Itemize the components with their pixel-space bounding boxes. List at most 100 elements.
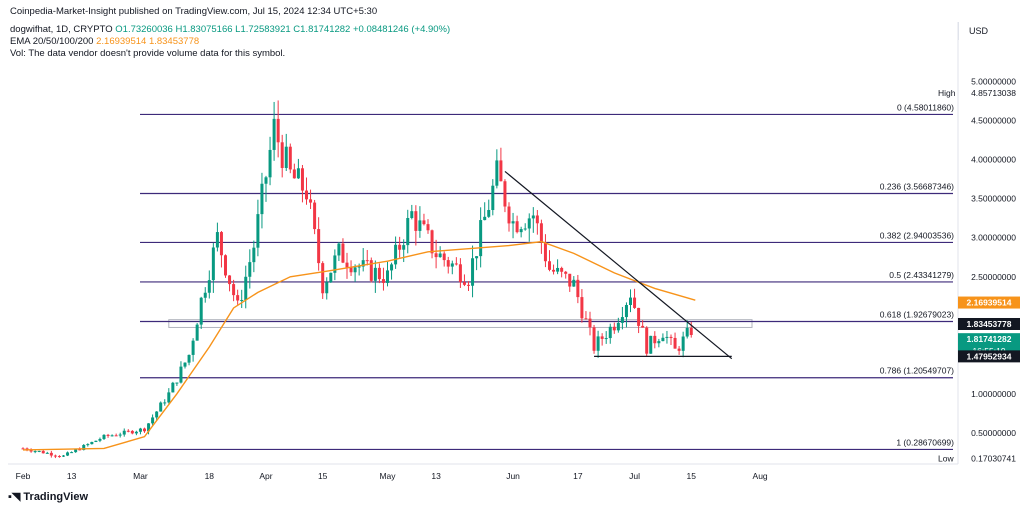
candle-body <box>66 452 70 456</box>
candle-body <box>608 326 612 339</box>
candle-body <box>649 335 653 354</box>
candle-body <box>576 279 580 298</box>
tradingview-logo: ▪◥ TradingView <box>8 490 88 503</box>
candle-body <box>183 362 187 367</box>
candle-body <box>394 244 398 265</box>
candle-body <box>21 448 25 450</box>
candle-body <box>450 263 454 267</box>
x-tick-label: 18 <box>205 471 215 481</box>
candle-body <box>179 366 183 383</box>
candle-body <box>167 392 171 403</box>
candle-body <box>471 258 475 286</box>
price-label-box <box>958 296 1020 309</box>
candle-body <box>276 118 280 143</box>
candle-body <box>677 348 681 351</box>
candle-body <box>203 292 207 298</box>
price-label-value: 1.81741282 <box>967 334 1012 344</box>
tradingview-logo-icon: ▪◥ <box>8 491 24 503</box>
fib-level-label: 1 (0.28670699) <box>896 437 954 447</box>
candle-body <box>543 242 547 262</box>
y-tick-label: 1.00000000 <box>971 389 1016 399</box>
candle-body <box>507 206 511 224</box>
x-tick-label: 15 <box>687 471 697 481</box>
candle-body <box>90 441 94 445</box>
candle-body <box>102 434 106 439</box>
candle-body <box>641 325 645 328</box>
candle-body <box>211 247 215 281</box>
publisher-line: Coinpedia-Market-Insight published on Tr… <box>10 6 378 17</box>
candle-body <box>57 456 61 458</box>
candle-body <box>527 218 531 229</box>
candle-body <box>398 244 402 250</box>
ema-values: 2.16939514 1.83453778 <box>96 36 200 47</box>
candle-body <box>689 327 693 335</box>
candle-body <box>106 434 110 436</box>
candle-body <box>410 211 414 219</box>
candle-body <box>592 327 596 351</box>
candle-body <box>673 337 677 349</box>
candle-body <box>487 210 491 217</box>
candle-body <box>199 297 203 325</box>
y-tick-label: 3.50000000 <box>971 194 1016 204</box>
candle-body <box>329 272 333 283</box>
candle-body <box>556 267 560 272</box>
candle-body <box>357 266 361 268</box>
candle-body <box>195 324 199 341</box>
x-tick-label: Apr <box>259 471 272 481</box>
y-tick-label: 2.50000000 <box>971 272 1016 282</box>
candle-body <box>53 455 57 457</box>
candle-body <box>159 402 163 412</box>
candle-body <box>402 245 406 250</box>
candle-body <box>499 160 503 182</box>
price-label-high-name: High <box>938 88 956 98</box>
candle-body <box>580 297 584 319</box>
candle-body <box>110 435 114 437</box>
symbol-ohlc-line: dogwifhat, 1D, CRYPTO O1.73260036 H1.830… <box>10 24 450 36</box>
x-tick-label: 17 <box>573 471 583 481</box>
candle-body <box>503 181 507 207</box>
candle-body <box>629 297 632 306</box>
candle-body <box>333 255 337 273</box>
candle-body <box>665 336 669 338</box>
candle-body <box>438 253 442 258</box>
tradingview-brand-label: TradingView <box>23 491 89 503</box>
candle-body <box>637 307 641 326</box>
candle-body <box>406 218 410 246</box>
candle-body <box>215 232 219 248</box>
price-label-high-value: 4.85713038 <box>971 88 1016 98</box>
candle-body <box>191 340 195 355</box>
candle-body <box>633 297 637 308</box>
candle-body <box>219 232 223 256</box>
y-tick-label: 3.00000000 <box>971 233 1016 243</box>
candle-body <box>45 452 49 454</box>
candle-body <box>244 276 248 300</box>
candle-body <box>483 216 487 221</box>
x-tick-label: 15 <box>318 471 328 481</box>
symbol-label[interactable]: dogwifhat, 1D, CRYPTO <box>10 24 113 35</box>
fib-level-label: 0 (4.58011860) <box>897 102 954 112</box>
candle-body <box>341 243 345 263</box>
candle-body <box>345 262 349 268</box>
candle-body <box>519 229 523 233</box>
candle-body <box>155 411 159 418</box>
candle-body <box>495 160 499 186</box>
price-label-value: 1.47952934 <box>967 351 1012 361</box>
candle-body <box>260 183 264 215</box>
y-tick-label: 0.50000000 <box>971 428 1016 438</box>
ema-label[interactable]: EMA 20/50/100/200 <box>10 36 94 47</box>
candle-body <box>98 438 102 441</box>
candle-body <box>386 270 389 283</box>
candle-body <box>523 228 527 230</box>
candle-body <box>572 279 576 287</box>
candle-body <box>390 264 394 271</box>
candle-body <box>531 215 535 219</box>
candle-body <box>560 267 564 272</box>
candle-body <box>511 221 515 224</box>
ema-line: EMA 20/50/100/200 2.16939514 1.83453778 <box>10 36 199 48</box>
candle-body <box>373 267 377 281</box>
candle-body <box>86 444 90 446</box>
candle-body <box>685 327 689 337</box>
candle-body <box>49 452 53 456</box>
candle-body <box>41 450 45 454</box>
